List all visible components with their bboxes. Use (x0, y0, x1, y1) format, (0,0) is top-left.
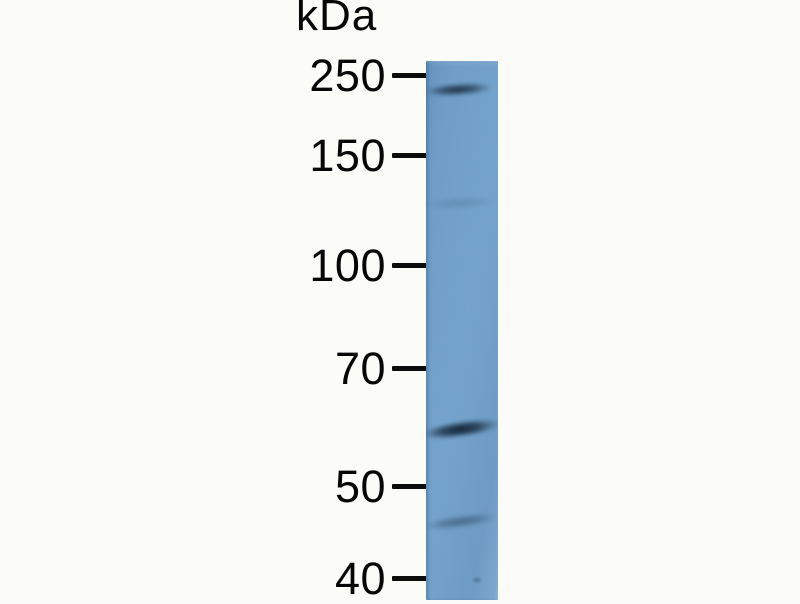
marker-tick-dash (392, 72, 427, 78)
blot-lane (426, 61, 498, 600)
marker-label: 50 (334, 460, 386, 512)
marker-row: 50 (285, 462, 427, 510)
marker-tick-dash (392, 152, 427, 158)
marker-row: 40 (285, 554, 427, 602)
protein-band (426, 82, 493, 96)
blot-speck (473, 578, 481, 582)
marker-tick-dash (392, 483, 427, 489)
marker-label: 100 (309, 239, 386, 291)
protein-band (426, 417, 498, 441)
marker-row: 150 (285, 131, 427, 179)
kda-unit-label: kDa (296, 0, 378, 40)
marker-row: 100 (285, 241, 427, 289)
marker-tick-dash (392, 365, 427, 371)
marker-label: 250 (309, 49, 386, 101)
marker-label: 40 (334, 552, 386, 604)
marker-row: 70 (285, 344, 427, 392)
marker-tick-dash (392, 262, 427, 268)
marker-row: 250 (285, 51, 427, 99)
marker-label: 70 (334, 342, 386, 394)
marker-tick-dash (392, 575, 427, 581)
protein-band (426, 511, 498, 531)
marker-label: 150 (309, 129, 386, 181)
protein-band (426, 197, 498, 209)
